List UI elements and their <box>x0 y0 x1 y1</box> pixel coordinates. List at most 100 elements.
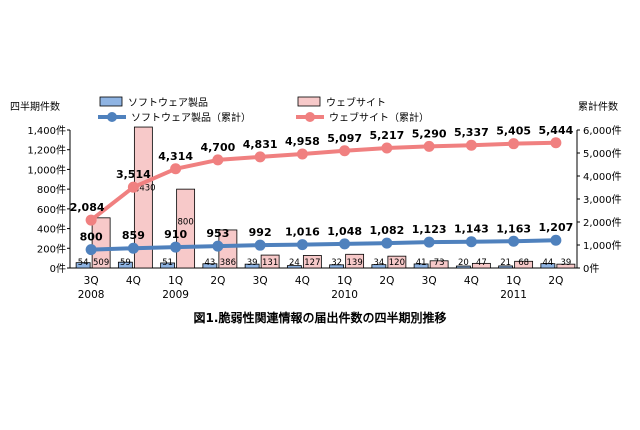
software-bar <box>540 263 556 269</box>
website-bar-label: 131 <box>262 258 278 268</box>
website-cumulative-label: 5,337 <box>454 126 489 139</box>
website-bar <box>302 255 322 269</box>
software-bar <box>498 265 514 269</box>
left-tick-label: 800件 <box>37 184 66 196</box>
category-label: 4Q <box>126 275 141 287</box>
software-bar <box>117 261 133 269</box>
website-cumulative-label: 4,831 <box>243 138 278 151</box>
website-bar-label: 73 <box>434 258 445 268</box>
website-cumulative-point <box>85 214 97 226</box>
right-axis-title: 累計件数 <box>578 100 618 113</box>
website-bar <box>345 253 365 269</box>
website-bar <box>387 255 407 269</box>
software-cumulative-line <box>91 238 556 252</box>
software-cumulative-point <box>381 237 393 249</box>
category-label: 1Q <box>168 275 183 287</box>
website-bar <box>260 254 280 269</box>
legend-label-software: ソフトウェア製品 <box>128 96 208 109</box>
website-cumulative-point <box>381 142 393 154</box>
software-cumulative-label: 1,016 <box>285 226 320 239</box>
website-cumulative-point <box>127 181 139 193</box>
left-tick-label: 200件 <box>37 243 66 255</box>
left-tick-label: 600件 <box>37 204 66 216</box>
category-label: 2Q <box>548 275 563 287</box>
website-cumulative-label: 5,444 <box>538 124 573 137</box>
right-tick-label: 1,000件 <box>583 240 622 252</box>
website-cumulative-point <box>465 139 477 151</box>
software-cumulative-label: 910 <box>164 228 187 241</box>
right-tick-label: 5,000件 <box>583 148 622 160</box>
right-tick-label: 2,000件 <box>583 217 622 229</box>
software-cumulative-point <box>296 239 308 251</box>
software-cumulative-point <box>550 234 562 246</box>
right-tick-label: 4,000件 <box>583 171 622 183</box>
website-bar <box>471 262 491 269</box>
left-tick-label: 1,400件 <box>27 125 66 137</box>
software-bar <box>244 263 260 269</box>
website-cumulative-label: 5,217 <box>369 129 404 142</box>
software-bar <box>75 262 91 269</box>
software-bar-label: 59 <box>120 258 131 268</box>
left-tick-label: 1,200件 <box>27 145 66 157</box>
software-bar-label: 21 <box>500 258 511 268</box>
website-cumulative-label: 5,097 <box>327 132 362 145</box>
website-cumulative-point <box>339 145 351 157</box>
left-tick-label: 0件 <box>50 263 66 275</box>
category-label: 1Q <box>337 275 352 287</box>
software-cumulative-point <box>465 236 477 248</box>
category-label: 2Q <box>210 275 225 287</box>
website-cumulative-label: 5,405 <box>496 125 531 138</box>
software-bar <box>202 263 218 269</box>
software-bar-label: 43 <box>204 258 215 268</box>
software-cumulative-label: 859 <box>122 229 145 242</box>
software-cumulative-label: 953 <box>206 227 229 240</box>
software-bar-label: 24 <box>289 258 300 268</box>
website-cumulative-point <box>508 138 520 150</box>
year-label: 2008 <box>78 289 105 301</box>
software-bar <box>455 265 471 269</box>
software-cumulative-label: 992 <box>249 226 272 239</box>
software-bar <box>329 264 345 269</box>
year-label: 2011 <box>500 289 527 301</box>
website-bar-label: 39 <box>560 258 571 268</box>
software-bar-label: 20 <box>458 258 469 268</box>
software-cumulative-point <box>508 235 520 247</box>
website-cumulative-point <box>550 137 562 149</box>
software-bar-label: 41 <box>416 258 427 268</box>
legend-swatch-website <box>297 96 321 107</box>
software-bar-label: 54 <box>78 258 89 268</box>
software-bar-label: 39 <box>247 258 258 268</box>
website-bar <box>133 126 153 269</box>
legend-label-software-cumulative: ソフトウェア製品（累計） <box>131 111 251 124</box>
year-label: 2009 <box>162 289 189 301</box>
software-bar-label: 44 <box>542 258 553 268</box>
website-bar-label: 800 <box>178 218 194 228</box>
software-bar-label: 32 <box>331 258 342 268</box>
software-cumulative-label: 1,207 <box>538 221 573 234</box>
category-label: 3Q <box>422 275 437 287</box>
year-label: 2010 <box>331 289 358 301</box>
website-cumulative-point <box>212 154 224 166</box>
software-cumulative-label: 1,082 <box>369 224 404 237</box>
website-bar-label: 127 <box>304 258 320 268</box>
website-cumulative-label: 4,700 <box>200 141 235 154</box>
software-cumulative-point <box>127 242 139 254</box>
software-bar-label: 51 <box>162 258 173 268</box>
left-tick-label: 400件 <box>37 224 66 236</box>
website-cumulative-point <box>254 151 266 163</box>
website-bar-label: 68 <box>518 258 529 268</box>
right-tick-label: 3,000件 <box>583 194 622 206</box>
website-bar-label: 386 <box>220 258 236 268</box>
software-cumulative-label: 1,123 <box>412 223 447 236</box>
website-bar <box>514 260 534 269</box>
website-cumulative-label: 5,290 <box>412 127 447 140</box>
website-cumulative-label: 4,958 <box>285 135 320 148</box>
legend-marker-website-cumulative <box>305 112 315 122</box>
left-axis-title: 四半期件数 <box>10 100 60 113</box>
website-bar-label: 47 <box>476 258 487 268</box>
legend-label-website-cumulative: ウェブサイト（累計） <box>329 111 429 124</box>
category-label: 3Q <box>84 275 99 287</box>
left-tick-label: 1,000件 <box>27 164 66 176</box>
right-tick-label: 6,000件 <box>583 125 622 137</box>
